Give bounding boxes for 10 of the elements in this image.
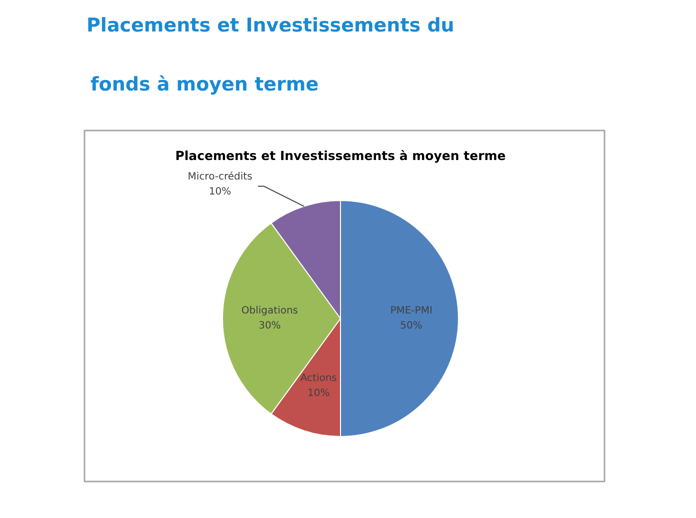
slice-label: Micro-crédits xyxy=(188,171,252,182)
slice-label: Obligations xyxy=(241,306,298,316)
slice-label: Actions xyxy=(300,372,337,384)
data-label: 10% xyxy=(308,388,330,399)
slice-label: PME-PMI xyxy=(390,306,432,316)
chart-title: Placements et Investissements du fonds à moyen terme xyxy=(86,14,454,96)
chart-subtitle: Placements et Investissements à moyen terme xyxy=(175,148,506,163)
data-label: 30% xyxy=(258,320,281,332)
data-label: 50% xyxy=(400,320,422,332)
data-label: 10% xyxy=(208,186,232,198)
